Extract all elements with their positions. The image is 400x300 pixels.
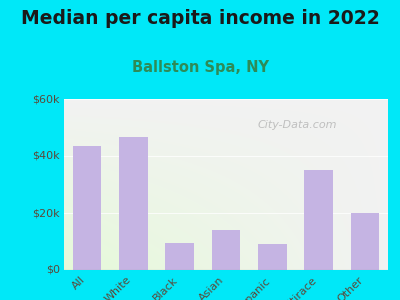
- Text: $60k: $60k: [32, 94, 60, 104]
- Text: $40k: $40k: [32, 151, 60, 161]
- Bar: [119, 137, 148, 270]
- Text: Median per capita income in 2022: Median per capita income in 2022: [21, 9, 379, 28]
- Text: City-Data.com: City-Data.com: [258, 120, 337, 130]
- Bar: [258, 244, 287, 270]
- Bar: [350, 213, 379, 270]
- Bar: [304, 170, 333, 270]
- Text: $0: $0: [46, 265, 60, 275]
- Bar: [212, 230, 240, 270]
- Text: $20k: $20k: [32, 208, 60, 218]
- Bar: [165, 243, 194, 270]
- Bar: [73, 146, 102, 270]
- Text: Ballston Spa, NY: Ballston Spa, NY: [132, 60, 268, 75]
